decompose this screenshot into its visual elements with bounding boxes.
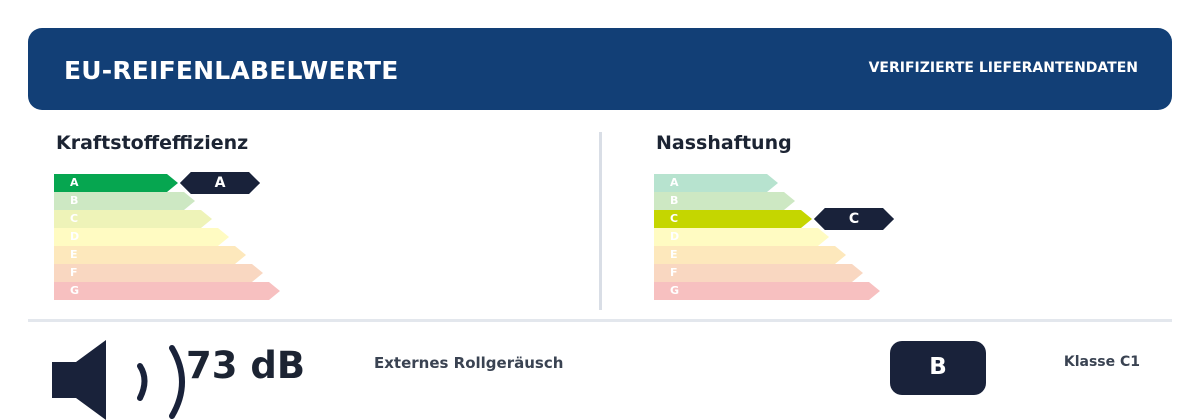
noise-class-letter: B	[929, 354, 947, 380]
wet-grip-title: Nasshaftung	[656, 132, 792, 154]
section-divider	[599, 132, 602, 310]
label-header: EU-REIFENLABELWERTE VERIFIZIERTE LIEFERA…	[28, 28, 1172, 110]
scale-row-b: B	[54, 192, 195, 210]
scale-letter: G	[670, 284, 680, 297]
scale-bar-b	[54, 192, 195, 210]
pointer-shape	[180, 172, 260, 194]
scale-letter: C	[70, 212, 79, 225]
rating-letter: A	[214, 175, 226, 191]
scale-row-a: A	[654, 174, 778, 192]
scale-bar-e	[54, 246, 246, 264]
scale-bar-g	[54, 282, 280, 300]
verified-badge: VERIFIZIERTE LIEFERANTENDATEN	[868, 60, 1138, 76]
noise-value: 73 dB	[186, 344, 306, 387]
scale-letter: E	[670, 248, 678, 261]
scale-letter: B	[670, 194, 679, 207]
scale-letter: G	[70, 284, 80, 297]
noise-class-badge: B	[890, 341, 986, 395]
scale-letter: F	[670, 266, 678, 279]
scale-row-b: B	[654, 192, 795, 210]
scale-letter: D	[70, 230, 80, 243]
scale-bar-g	[654, 282, 880, 300]
scale-row-c: C	[654, 210, 812, 228]
scale-row-f: F	[54, 264, 263, 282]
scale-row-g: G	[54, 282, 280, 300]
scale-letter: A	[670, 176, 679, 189]
scale-bar-a	[654, 174, 778, 192]
rating-pointer: A	[180, 172, 260, 194]
scale-row-d: D	[654, 228, 829, 246]
pointer-shape	[814, 208, 894, 230]
scale-bar-c	[654, 210, 812, 228]
rating-letter: C	[848, 211, 860, 227]
scale-letter: A	[70, 176, 79, 189]
scale-bar-d	[54, 228, 229, 246]
scale-bar-f	[54, 264, 263, 282]
scale-letter: C	[670, 212, 679, 225]
scale-row-d: D	[54, 228, 229, 246]
bottom-divider	[28, 319, 1172, 322]
scale-letter: E	[70, 248, 78, 261]
scale-letter: B	[70, 194, 79, 207]
scale-bar-d	[654, 228, 829, 246]
tyre-class-label: Klasse C1	[1063, 354, 1140, 370]
page-title: EU-REIFENLABELWERTE	[64, 56, 399, 85]
scale-bar-a	[54, 174, 178, 192]
scale-row-c: C	[54, 210, 212, 228]
fuel-efficiency-title: Kraftstoffeffizienz	[56, 132, 249, 154]
scale-bar-e	[654, 246, 846, 264]
scale-letter: F	[70, 266, 78, 279]
scale-row-e: E	[54, 246, 246, 264]
rating-pointer: C	[814, 208, 894, 230]
scale-row-e: E	[654, 246, 846, 264]
scale-bar-c	[54, 210, 212, 228]
scale-row-g: G	[654, 282, 880, 300]
scale-row-a: A	[54, 174, 178, 192]
noise-label: Externes Rollgeräusch	[374, 354, 564, 372]
scale-bar-b	[654, 192, 795, 210]
scale-bar-f	[654, 264, 863, 282]
scale-row-f: F	[654, 264, 863, 282]
speaker-icon	[52, 340, 185, 420]
scale-letter: D	[670, 230, 680, 243]
